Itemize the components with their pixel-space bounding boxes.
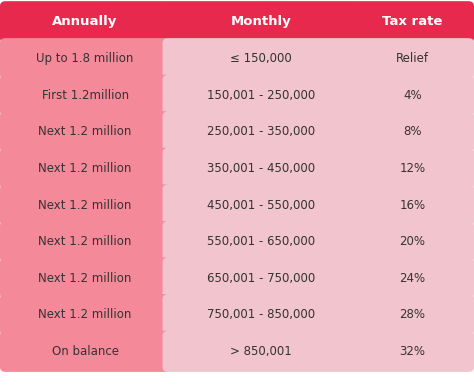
FancyBboxPatch shape <box>0 1 170 43</box>
FancyBboxPatch shape <box>0 184 170 226</box>
FancyBboxPatch shape <box>351 294 474 335</box>
Text: Next 1.2 million: Next 1.2 million <box>38 198 132 212</box>
FancyBboxPatch shape <box>0 258 170 299</box>
Text: Next 1.2 million: Next 1.2 million <box>38 162 132 175</box>
FancyBboxPatch shape <box>351 331 474 372</box>
Text: 150,001 - 250,000: 150,001 - 250,000 <box>207 89 315 102</box>
FancyBboxPatch shape <box>0 148 170 189</box>
FancyBboxPatch shape <box>0 331 170 372</box>
Text: Next 1.2 million: Next 1.2 million <box>38 125 132 138</box>
Text: 550,001 - 650,000: 550,001 - 650,000 <box>207 235 315 248</box>
Text: Tax rate: Tax rate <box>383 16 443 28</box>
Text: 650,001 - 750,000: 650,001 - 750,000 <box>207 272 315 285</box>
FancyBboxPatch shape <box>351 148 474 189</box>
Text: 12%: 12% <box>400 162 426 175</box>
FancyBboxPatch shape <box>351 111 474 152</box>
Text: 20%: 20% <box>400 235 426 248</box>
FancyBboxPatch shape <box>163 221 359 262</box>
Text: 8%: 8% <box>403 125 422 138</box>
Text: On balance: On balance <box>52 345 118 358</box>
Text: Next 1.2 million: Next 1.2 million <box>38 272 132 285</box>
Text: Next 1.2 million: Next 1.2 million <box>38 235 132 248</box>
FancyBboxPatch shape <box>163 75 359 116</box>
Text: Relief: Relief <box>396 52 429 65</box>
Text: Up to 1.8 million: Up to 1.8 million <box>36 52 134 65</box>
Text: 28%: 28% <box>400 308 426 321</box>
FancyBboxPatch shape <box>0 38 170 79</box>
FancyBboxPatch shape <box>351 1 474 43</box>
FancyBboxPatch shape <box>163 294 359 335</box>
Text: 24%: 24% <box>400 272 426 285</box>
FancyBboxPatch shape <box>0 111 170 152</box>
Text: Annually: Annually <box>53 16 118 28</box>
FancyBboxPatch shape <box>163 148 359 189</box>
Text: 32%: 32% <box>400 345 426 358</box>
FancyBboxPatch shape <box>163 38 359 79</box>
FancyBboxPatch shape <box>0 221 170 262</box>
FancyBboxPatch shape <box>351 258 474 299</box>
Text: Monthly: Monthly <box>230 16 291 28</box>
Text: 450,001 - 550,000: 450,001 - 550,000 <box>207 198 315 212</box>
FancyBboxPatch shape <box>163 258 359 299</box>
Text: ≤ 150,000: ≤ 150,000 <box>230 52 292 65</box>
Text: First 1.2million: First 1.2million <box>42 89 128 102</box>
FancyBboxPatch shape <box>163 331 359 372</box>
Text: 16%: 16% <box>400 198 426 212</box>
Text: 350,001 - 450,000: 350,001 - 450,000 <box>207 162 315 175</box>
Text: Next 1.2 million: Next 1.2 million <box>38 308 132 321</box>
FancyBboxPatch shape <box>351 38 474 79</box>
Text: > 850,001: > 850,001 <box>230 345 292 358</box>
FancyBboxPatch shape <box>351 221 474 262</box>
Text: 750,001 - 850,000: 750,001 - 850,000 <box>207 308 315 321</box>
FancyBboxPatch shape <box>0 75 170 116</box>
FancyBboxPatch shape <box>163 1 359 43</box>
FancyBboxPatch shape <box>163 111 359 152</box>
Text: 250,001 - 350,000: 250,001 - 350,000 <box>207 125 315 138</box>
FancyBboxPatch shape <box>351 184 474 226</box>
Text: 4%: 4% <box>403 89 422 102</box>
FancyBboxPatch shape <box>163 184 359 226</box>
FancyBboxPatch shape <box>0 294 170 335</box>
FancyBboxPatch shape <box>351 75 474 116</box>
